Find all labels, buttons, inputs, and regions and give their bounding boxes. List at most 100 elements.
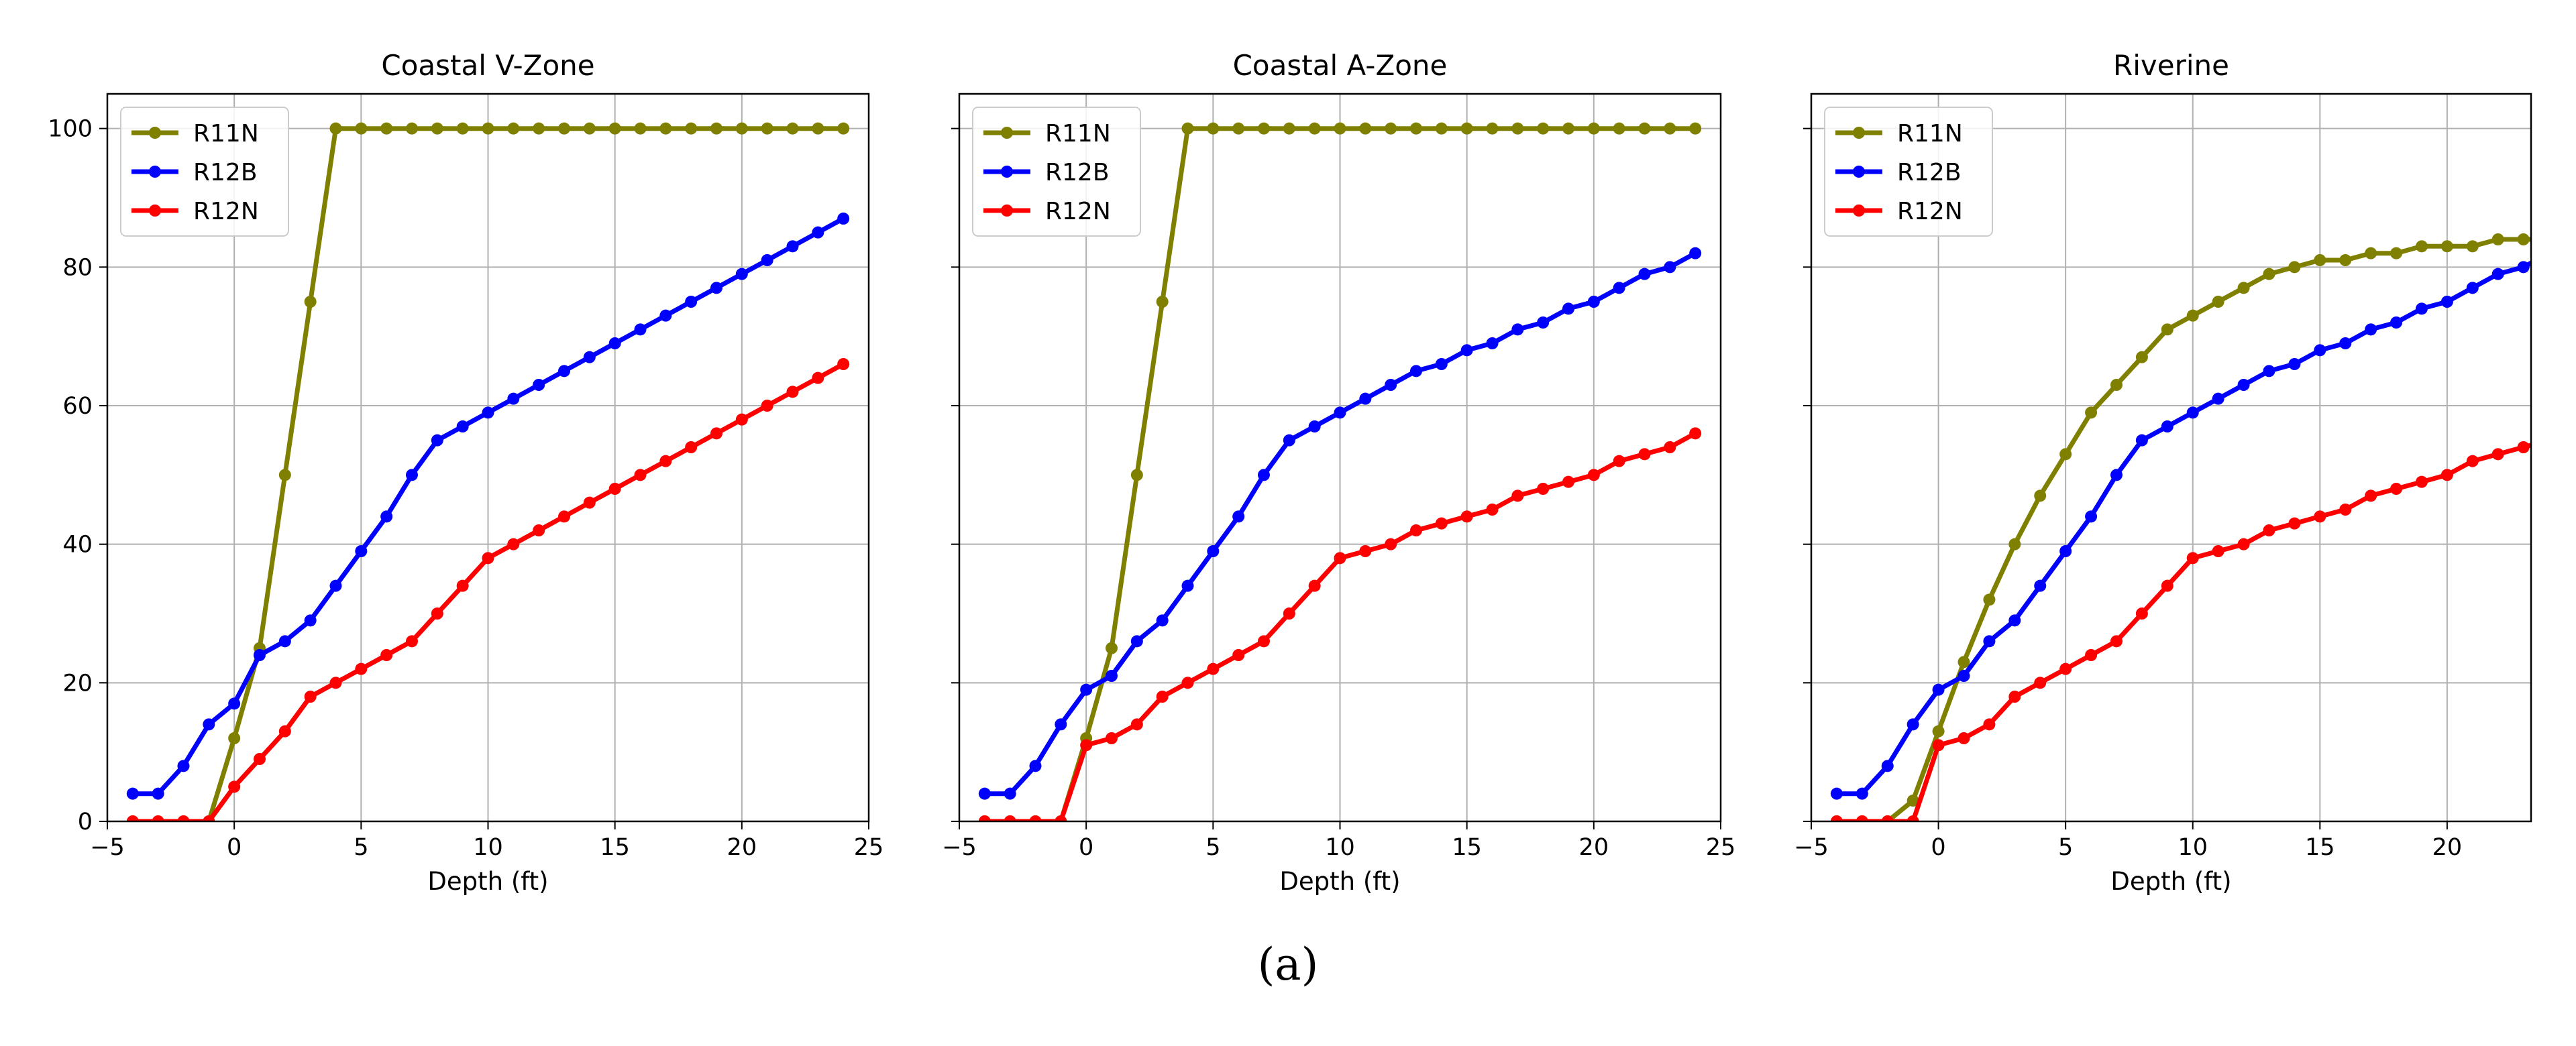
data-point	[2466, 455, 2479, 467]
data-point	[1334, 552, 1346, 565]
data-point	[634, 122, 647, 135]
data-point	[1983, 635, 1996, 648]
data-point	[177, 815, 190, 821]
data-point	[2059, 545, 2072, 557]
data-point	[978, 815, 991, 821]
data-point	[1385, 379, 1397, 391]
legend-label: R11N	[1045, 120, 1111, 148]
legend-label: R12B	[1045, 159, 1110, 186]
data-point	[329, 677, 342, 689]
data-point	[2110, 635, 2123, 648]
data-point	[228, 780, 241, 793]
data-point	[710, 427, 722, 440]
data-point	[1562, 122, 1574, 135]
data-point	[507, 122, 520, 135]
legend: R11N R12B R12N	[1824, 107, 1993, 237]
data-point	[2415, 475, 2428, 488]
x-tick-label: 25	[854, 834, 884, 861]
data-point	[152, 815, 164, 821]
data-point	[1587, 122, 1600, 135]
data-point	[1537, 122, 1550, 135]
data-point	[1029, 815, 1042, 821]
data-point	[2135, 607, 2148, 620]
data-point	[482, 406, 494, 419]
legend-marker	[1853, 127, 1865, 139]
data-point	[1156, 296, 1169, 308]
data-point	[1359, 545, 1372, 557]
legend: R11N R12B R12N	[120, 107, 289, 237]
data-point	[1435, 517, 1448, 530]
data-point	[2517, 441, 2530, 453]
data-point	[761, 122, 773, 135]
series-R12N	[978, 427, 1702, 821]
data-point	[2314, 254, 2326, 266]
data-point	[583, 122, 596, 135]
x-tick-label: 5	[1205, 834, 1220, 861]
data-point	[2212, 392, 2224, 405]
data-point	[978, 787, 991, 800]
data-point	[2110, 379, 2123, 391]
data-point	[1562, 475, 1574, 488]
data-point	[533, 524, 545, 536]
data-point	[1957, 670, 1970, 682]
data-point	[2034, 677, 2047, 689]
data-point	[2390, 483, 2403, 495]
data-point	[380, 122, 393, 135]
data-point	[2543, 434, 2555, 447]
data-point	[659, 309, 672, 322]
data-point	[2491, 448, 2504, 461]
data-point	[1511, 323, 1524, 336]
x-tick-label: 10	[2178, 834, 2208, 861]
data-point	[1638, 268, 1651, 280]
data-point	[329, 579, 342, 592]
x-tick-label: 20	[2432, 834, 2463, 861]
data-point	[431, 122, 443, 135]
data-point	[2314, 510, 2326, 523]
data-point	[1385, 538, 1397, 550]
x-axis-label: Depth (ft)	[2110, 867, 2231, 896]
data-point	[1106, 670, 1118, 682]
data-point	[507, 538, 520, 550]
data-point	[1587, 469, 1600, 481]
data-point	[837, 213, 850, 225]
data-point	[1511, 489, 1524, 502]
data-point	[278, 635, 291, 648]
legend-marker	[149, 166, 161, 178]
data-point	[2085, 406, 2098, 419]
data-point	[1613, 122, 1625, 135]
data-point	[1486, 504, 1499, 516]
data-point	[1258, 635, 1270, 648]
data-point	[1080, 683, 1093, 696]
axes-frame	[958, 93, 1722, 823]
data-point	[1983, 718, 1996, 731]
data-point	[456, 420, 469, 432]
data-point	[1638, 448, 1651, 461]
data-point	[786, 386, 799, 398]
x-tick-label: 10	[1325, 834, 1355, 861]
data-point	[685, 441, 698, 453]
series-R12B	[978, 247, 1702, 800]
x-tick-label: 0	[1931, 834, 1945, 861]
series-R12B	[126, 213, 850, 800]
data-point	[2161, 579, 2174, 592]
data-point	[2008, 691, 2021, 703]
data-point	[837, 122, 850, 135]
y-tick-label: 20	[62, 670, 93, 697]
data-point	[1130, 635, 1143, 648]
data-point	[2491, 233, 2504, 245]
legend-label: R12N	[1045, 198, 1111, 225]
data-point	[1613, 282, 1625, 294]
data-point	[456, 579, 469, 592]
y-tick-label: 40	[62, 532, 93, 559]
data-point	[2543, 233, 2555, 245]
figure-caption: (a)	[1257, 939, 1319, 990]
chart-title: Coastal V-Zone	[381, 49, 594, 82]
data-point	[1181, 579, 1194, 592]
chart-title: Riverine	[2113, 49, 2229, 82]
data-point	[1181, 122, 1194, 135]
data-point	[1106, 642, 1118, 654]
data-point	[1181, 677, 1194, 689]
data-point	[2085, 510, 2098, 523]
x-axis-label: Depth (ft)	[427, 867, 548, 896]
